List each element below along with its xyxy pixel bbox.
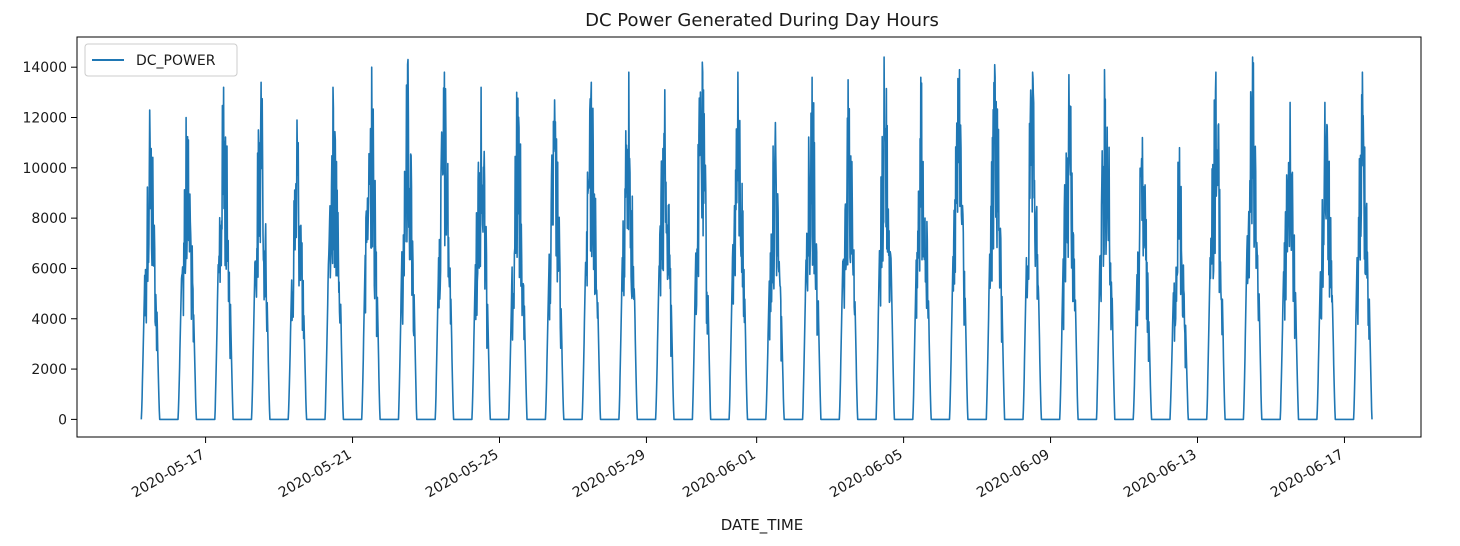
x-tick-label: 2020-06-13 [1121,447,1199,502]
x-tick-label: 2020-06-05 [827,447,905,502]
plot-area [140,56,1373,421]
legend-box [84,43,238,77]
chart-title: DC Power Generated During Day Hours [585,10,939,31]
x-tick-label: 2020-06-17 [1268,447,1346,502]
x-tick-label: 2020-05-21 [276,447,354,502]
x-tick-label: 2020-05-29 [570,447,648,502]
x-tick-label: 2020-06-09 [974,447,1052,502]
series-line-dc-power [140,56,1373,421]
y-tick-label: 8000 [31,211,67,227]
plot-frame [76,36,1422,438]
y-tick-label: 0 [58,412,67,428]
y-tick-label: 12000 [22,111,67,127]
y-axis: 0 2000 4000 6000 8000 10000 12000 14000 [22,60,77,428]
y-tick-label: 14000 [22,60,67,76]
x-tick-label: 2020-05-25 [423,447,501,502]
legend-label-dc-power: DC_POWER [136,53,216,69]
y-tick-label: 4000 [31,312,67,328]
y-tick-label: 6000 [31,261,67,277]
x-axis: 2020-05-17 2020-05-21 2020-05-25 2020-05-29… [129,437,1346,501]
legend: DC_POWER [84,43,238,77]
y-tick-label: 2000 [31,362,67,378]
x-tick-label: 2020-06-01 [680,447,758,502]
x-tick-label: 2020-05-17 [129,447,207,502]
series-layer [140,56,1373,421]
y-tick-label: 10000 [22,161,67,177]
x-axis-label: DATE_TIME [721,516,804,535]
